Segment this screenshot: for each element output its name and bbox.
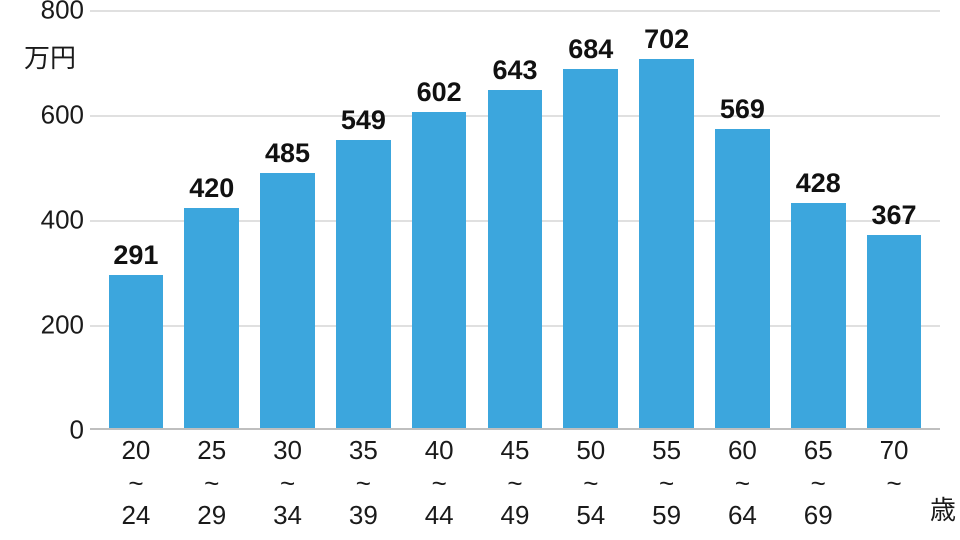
bar-rect [488, 90, 543, 428]
bar-rect [791, 203, 846, 428]
bar-slot: 428 [780, 10, 856, 428]
bar-slot: 367 [856, 10, 932, 428]
x-tick-label: 70 ~ [856, 434, 932, 532]
bar-rect [715, 129, 770, 428]
income-by-age-chart: 291 420 485 549 602 643 684 702 569 428 367 0 200 40… [0, 0, 960, 540]
x-tick-label: 30 ~ 34 [250, 434, 326, 532]
bar-slot: 291 [98, 10, 174, 428]
bar-value-label: 420 [189, 173, 234, 204]
plot-area: 291 420 485 549 602 643 684 702 569 428 367 [90, 10, 940, 430]
bar-rect [260, 173, 315, 428]
bar-value-label: 549 [341, 105, 386, 136]
x-axis-unit: 歳 [930, 490, 956, 527]
bar-rect [336, 140, 391, 428]
bar-value-label: 643 [492, 55, 537, 86]
x-axis-labels: 20 ~ 2425 ~ 2930 ~ 3435 ~ 3940 ~ 4445 ~ … [90, 434, 940, 532]
bar-slot: 485 [250, 10, 326, 428]
bar-slot: 420 [174, 10, 250, 428]
bar-value-label: 485 [265, 138, 310, 169]
bar-value-label: 602 [417, 77, 462, 108]
y-tick-label: 800 [4, 0, 84, 26]
bar-group: 291 420 485 549 602 643 684 702 569 428 367 [90, 10, 940, 428]
bar-rect [639, 59, 694, 428]
bar-slot: 684 [553, 10, 629, 428]
y-tick-label: 400 [4, 205, 84, 236]
y-tick-label: 200 [4, 310, 84, 341]
bar-slot: 602 [401, 10, 477, 428]
bar-value-label: 428 [796, 168, 841, 199]
x-tick-label: 40 ~ 44 [401, 434, 477, 532]
x-tick-label: 20 ~ 24 [98, 434, 174, 532]
x-tick-label: 60 ~ 64 [705, 434, 781, 532]
bar-slot: 643 [477, 10, 553, 428]
x-tick-label: 35 ~ 39 [325, 434, 401, 532]
x-tick-label: 55 ~ 59 [629, 434, 705, 532]
bar-rect [412, 112, 467, 428]
x-tick-label: 65 ~ 69 [780, 434, 856, 532]
bar-slot: 549 [325, 10, 401, 428]
x-tick-label: 45 ~ 49 [477, 434, 553, 532]
x-tick-label: 50 ~ 54 [553, 434, 629, 532]
bar-value-label: 367 [872, 200, 917, 231]
bar-value-label: 702 [644, 24, 689, 55]
bar-rect [563, 69, 618, 428]
y-axis-unit: 万円 [24, 38, 76, 75]
bar-rect [184, 208, 239, 429]
bar-rect [109, 275, 164, 428]
y-tick-label: 600 [4, 100, 84, 131]
bar-value-label: 684 [568, 34, 613, 65]
x-tick-label: 25 ~ 29 [174, 434, 250, 532]
bar-value-label: 569 [720, 94, 765, 125]
bar-slot: 569 [705, 10, 781, 428]
y-tick-label: 0 [4, 415, 84, 446]
bar-slot: 702 [629, 10, 705, 428]
bar-value-label: 291 [113, 240, 158, 271]
bar-rect [867, 235, 922, 428]
